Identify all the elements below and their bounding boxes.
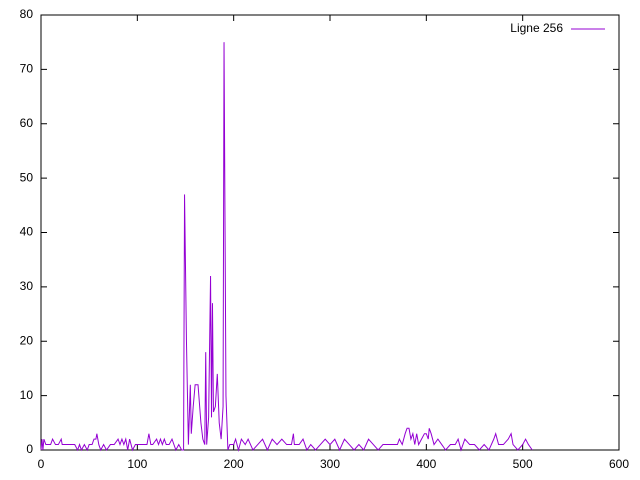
x-tick-label: 200 xyxy=(224,457,244,471)
y-tick-label: 20 xyxy=(20,333,34,347)
x-tick-label: 0 xyxy=(38,457,45,471)
line-series xyxy=(40,42,533,452)
y-tick-label: 40 xyxy=(20,225,34,239)
y-tick-label: 10 xyxy=(20,388,34,402)
x-tick-label: 400 xyxy=(416,457,436,471)
x-tick-label: 100 xyxy=(127,457,147,471)
legend-label: Ligne 256 xyxy=(510,21,563,35)
y-tick-label: 0 xyxy=(26,442,33,456)
y-tick-label: 30 xyxy=(20,279,34,293)
x-tick-label: 500 xyxy=(513,457,533,471)
x-tick-label: 300 xyxy=(320,457,340,471)
plot-border xyxy=(40,14,620,451)
y-tick-label: 80 xyxy=(20,7,34,21)
y-tick-label: 60 xyxy=(20,116,34,130)
y-tick-label: 50 xyxy=(20,170,34,184)
x-tick-label: 600 xyxy=(609,457,629,471)
y-tick-label: 70 xyxy=(20,62,34,76)
